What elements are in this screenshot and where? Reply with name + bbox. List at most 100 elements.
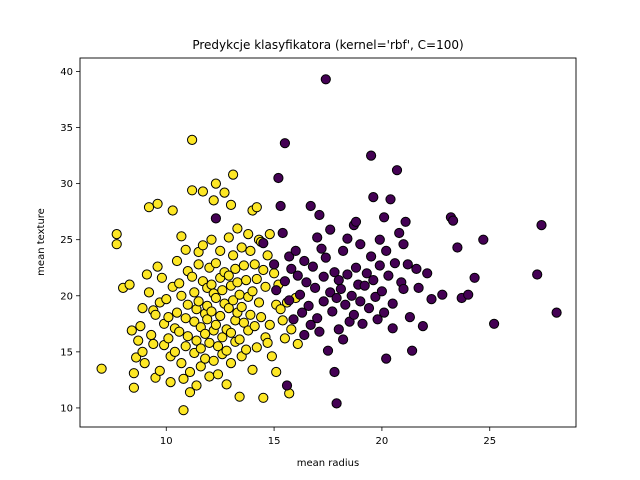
scatter-point bbox=[200, 328, 211, 339]
scatter-point bbox=[141, 269, 152, 280]
plot-frame bbox=[79, 57, 577, 428]
scatter-point bbox=[273, 172, 284, 184]
scatter-point bbox=[279, 333, 290, 344]
scatter-point bbox=[463, 289, 474, 300]
scatter-point bbox=[225, 327, 237, 338]
scatter-point bbox=[348, 309, 359, 320]
scatter-point bbox=[184, 366, 196, 378]
y-tick-label: 15 bbox=[60, 347, 73, 358]
scatter-point bbox=[178, 405, 189, 416]
y-tick-label: 10 bbox=[60, 403, 73, 414]
scatter-point bbox=[387, 323, 398, 334]
scatter-point bbox=[368, 275, 379, 286]
scatter-point bbox=[150, 309, 161, 320]
scatter-point bbox=[346, 290, 357, 301]
scatter-point bbox=[212, 341, 224, 352]
scatter-point bbox=[368, 192, 379, 203]
scatter-point bbox=[374, 260, 385, 271]
scatter-point bbox=[124, 279, 135, 290]
scatter-point bbox=[355, 239, 366, 250]
scatter-point bbox=[249, 259, 260, 270]
scatter-point bbox=[126, 325, 137, 336]
scatter-point bbox=[327, 306, 338, 317]
scatter-point bbox=[366, 150, 377, 161]
x-tick-label: 20 bbox=[376, 436, 389, 447]
scatter-point bbox=[402, 259, 413, 270]
scatter-point bbox=[133, 335, 144, 346]
scatter-point bbox=[219, 187, 230, 198]
scatter-point bbox=[234, 289, 245, 300]
scatter-point bbox=[217, 285, 228, 296]
scatter-point bbox=[182, 299, 193, 310]
scatter-point bbox=[111, 239, 122, 250]
scatter-point bbox=[187, 134, 198, 145]
scatter-point bbox=[208, 195, 219, 206]
scatter-point bbox=[243, 229, 254, 240]
scatter-point bbox=[253, 297, 265, 308]
scatter-point bbox=[389, 258, 400, 269]
scatter-point bbox=[143, 202, 155, 213]
scatter-point bbox=[146, 329, 157, 341]
scatter-point bbox=[165, 377, 176, 388]
scatter-point bbox=[271, 366, 282, 378]
scatter-point bbox=[111, 229, 122, 240]
scatter-point bbox=[204, 337, 215, 348]
x-tick-label: 10 bbox=[160, 436, 173, 447]
scatter-point bbox=[210, 213, 221, 224]
scatter-point bbox=[422, 268, 433, 279]
scatter-point bbox=[232, 223, 243, 234]
scatter-point bbox=[338, 245, 349, 256]
scatter-point bbox=[322, 345, 334, 356]
scatter-point bbox=[357, 318, 368, 329]
scatter-point bbox=[342, 269, 353, 280]
scatter-point bbox=[340, 299, 351, 310]
scatter-point bbox=[275, 200, 286, 212]
scatter-point bbox=[193, 296, 204, 307]
scatter-point bbox=[210, 178, 221, 189]
scatter-point bbox=[417, 321, 428, 332]
scatter-point bbox=[178, 373, 189, 384]
scatter-point bbox=[180, 341, 191, 352]
scatter-point bbox=[202, 314, 213, 325]
scatter-point bbox=[180, 244, 191, 255]
scatter-point bbox=[212, 369, 224, 380]
scatter-point bbox=[163, 312, 174, 323]
scatter-point bbox=[174, 278, 185, 289]
scatter-point bbox=[312, 313, 323, 324]
scatter-point bbox=[225, 358, 237, 369]
scatter-point bbox=[187, 185, 198, 196]
scatter-point bbox=[310, 282, 321, 293]
scatter-point bbox=[210, 292, 221, 304]
scatter-point bbox=[167, 205, 178, 216]
scatter-point bbox=[286, 263, 297, 274]
scatter-point bbox=[247, 364, 258, 375]
x-tick-label: 15 bbox=[268, 436, 281, 447]
scatter-point bbox=[128, 368, 139, 379]
scatter-point bbox=[331, 398, 342, 409]
scatter-point bbox=[407, 345, 418, 356]
scatter-point bbox=[363, 303, 375, 314]
scatter-point bbox=[284, 295, 295, 306]
scatter-point bbox=[195, 343, 206, 354]
scatter-point bbox=[191, 335, 202, 346]
scatter-point bbox=[137, 346, 148, 357]
y-tick-label: 40 bbox=[60, 67, 73, 78]
scatter-point bbox=[331, 292, 342, 304]
scatter-point bbox=[305, 319, 316, 330]
scatter-point bbox=[217, 332, 228, 343]
scatter-point bbox=[269, 268, 280, 279]
y-tick-label: 25 bbox=[60, 235, 73, 246]
scatter-point bbox=[221, 379, 232, 390]
scatter-point bbox=[266, 351, 277, 362]
scatter-point bbox=[329, 366, 340, 378]
scatter-point bbox=[195, 361, 206, 372]
scatter-point bbox=[286, 324, 297, 335]
scatter-point bbox=[398, 239, 409, 250]
scatter-point bbox=[264, 319, 275, 330]
scatter-point bbox=[245, 245, 256, 256]
scatter-point bbox=[370, 291, 381, 302]
scatter-point bbox=[379, 212, 390, 223]
scatter-point bbox=[350, 262, 362, 273]
scatter-point bbox=[221, 345, 232, 356]
